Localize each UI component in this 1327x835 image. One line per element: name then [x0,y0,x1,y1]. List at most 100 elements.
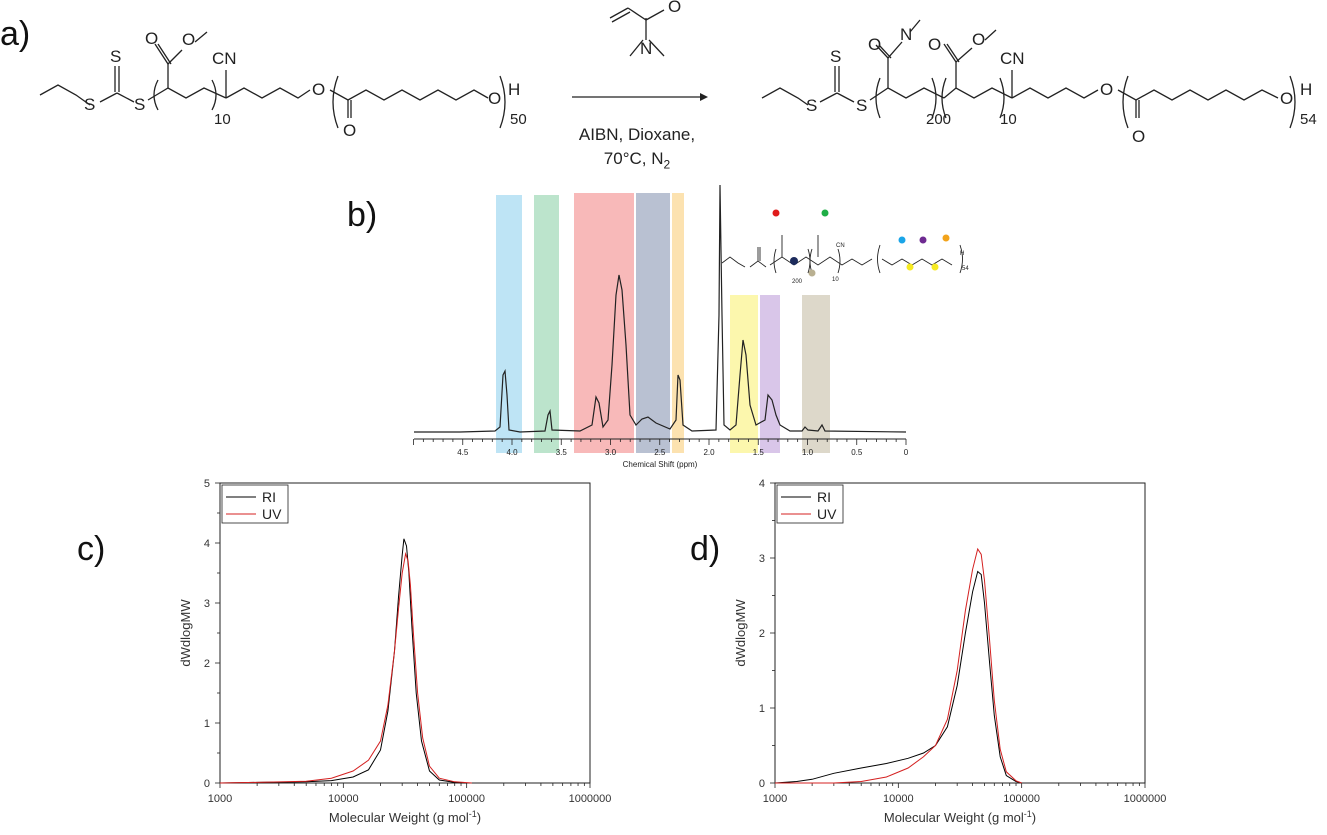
panel-label-d: d) [690,530,721,568]
reactant-labels: S S S O O CN O O O H 10 50 [84,29,527,140]
p-atom-n: N [900,25,912,44]
x-axis-label: Molecular Weight (g mol-1) [884,809,1036,825]
p-atom-o2: O [928,35,941,54]
y-tick-label: 5 [204,478,210,490]
p-atom-cn: CN [1000,49,1025,68]
x-tick-label: 100000 [1003,793,1040,805]
atom-s3: S [134,95,145,114]
p-atom-s2: S [830,47,841,66]
reactant-sub-10: 10 [214,111,231,128]
x-tick-label: 1000 [763,793,787,805]
gpc-chart-d: 1000 10000 100000 1000000 0 1 2 3 4 Molecular Wei… [733,478,1167,825]
p-atom-s1: S [806,96,817,115]
p-atom-o3: O [972,30,985,49]
nmr-tick-labels: 4.5 4.0 3.5 3.0 2.5 2.0 1.5 1.0 0.5 0 [457,448,909,457]
x-tick-label: 1000000 [569,793,612,805]
atom-o2: O [182,30,195,49]
dma-o: O [668,0,681,16]
reactant-structure [39,31,506,129]
band-yellow [730,295,758,453]
x-tick-label: 1000 [208,793,232,805]
mini-cn: CN [836,243,845,249]
product-labels: S S S O N O O CN O O O H 200 10 54 [806,25,1317,146]
panel-label-a: a) [0,15,31,53]
legend-box [221,484,289,524]
nmr-tick-label: 4.5 [457,448,469,457]
p-atom-o4: O [1100,80,1113,99]
atom-o5: O [488,89,501,108]
reaction-scheme: S S S O O CN O O O H 10 50 O N [39,0,1317,146]
mini-sub-200: 200 [792,279,803,285]
atom-cn: CN [212,49,237,68]
p-atom-o6: O [1280,89,1293,108]
nmr-tick-label: 2.0 [703,448,715,457]
panel-label-b: b) [347,196,378,234]
y-tick-label: 4 [204,538,210,550]
p-atom-o5: O [1132,127,1145,146]
band-navy [636,193,670,453]
x-tick-label: 10000 [883,793,914,805]
legend-box [776,484,844,524]
series-line-ri [774,570,1022,784]
nmr-tick-label: 1.0 [802,448,814,457]
y-tick-label: 1 [204,718,210,730]
conditions-line2: 70°C, N2 [537,147,737,176]
dma-monomer-structure [609,7,665,57]
series-line-uv [775,547,1022,784]
reactant-sub-50: 50 [510,111,527,128]
nmr-trace [414,184,907,433]
band-blue [496,195,522,453]
product-sub-10: 10 [1000,111,1017,128]
nmr-tick-label: 0.5 [851,448,863,457]
mini-sub-54: 54 [962,266,969,272]
series-line-uv [219,551,472,784]
marker-yellow2 [931,263,939,271]
atom-s2: S [110,47,121,66]
product-structure [761,19,1296,129]
nmr-mini-structure [721,235,963,274]
nmr-tick-label: 3.5 [556,448,568,457]
legend-label-uv: UV [262,506,282,522]
y-tick-label: 0 [204,778,210,790]
atom-o4: O [343,121,356,140]
marker-cyan [898,236,906,244]
p-atom-s3: S [856,96,867,115]
y-tick-label: 4 [759,478,765,490]
p-atom-o1: O [868,35,881,54]
gpc-chart-c: 1000 10000 100000 1000000 0 1 2 3 4 5 Molecular We… [178,478,612,825]
marker-navy [790,257,798,265]
x-tick-label: 100000 [448,793,485,805]
y-tick-label: 0 [759,778,765,790]
y-tick-label: 3 [759,553,765,565]
atom-h1: H [508,80,520,99]
panel-label-c: c) [77,530,106,568]
y-axis-label: dWdlogMW [733,599,748,667]
atom-o3: O [312,80,325,99]
product-sub-200: 200 [926,111,951,128]
reaction-conditions: AIBN, Dioxane, 70°C, N2 [537,123,737,176]
series-line-ri [219,538,467,784]
conditions-subscript: 2 [663,157,671,172]
p-atom-h: H [1300,80,1312,99]
plot-frame [219,482,591,784]
nmr-tick-label: 2.5 [654,448,666,457]
nmr-tick-label: 4.0 [506,448,518,457]
marker-tan [808,269,816,277]
nmr-tick-label: 3.0 [605,448,617,457]
mini-sub-10: 10 [832,277,839,283]
mini-h: H [960,251,964,257]
y-axis-label: dWdlogMW [178,599,193,667]
atom-o1: O [145,29,158,48]
band-green [534,195,559,453]
conditions-line2-text: 70°C, N [603,149,664,168]
nmr-tick-label: 1.5 [753,448,765,457]
x-tick-label: 1000000 [1124,793,1167,805]
y-tick-label: 2 [759,628,765,640]
y-tick-label: 1 [759,703,765,715]
nmr-spectrum: 4.5 4.0 3.5 3.0 2.5 2.0 1.5 1.0 0.5 0 Chemical Sh… [413,184,969,469]
atom-s1: S [84,95,95,114]
x-tick-label: 10000 [328,793,359,805]
x-axis-label: Molecular Weight (g mol-1) [329,809,481,825]
y-tick-label: 3 [204,598,210,610]
band-purple [760,295,780,453]
